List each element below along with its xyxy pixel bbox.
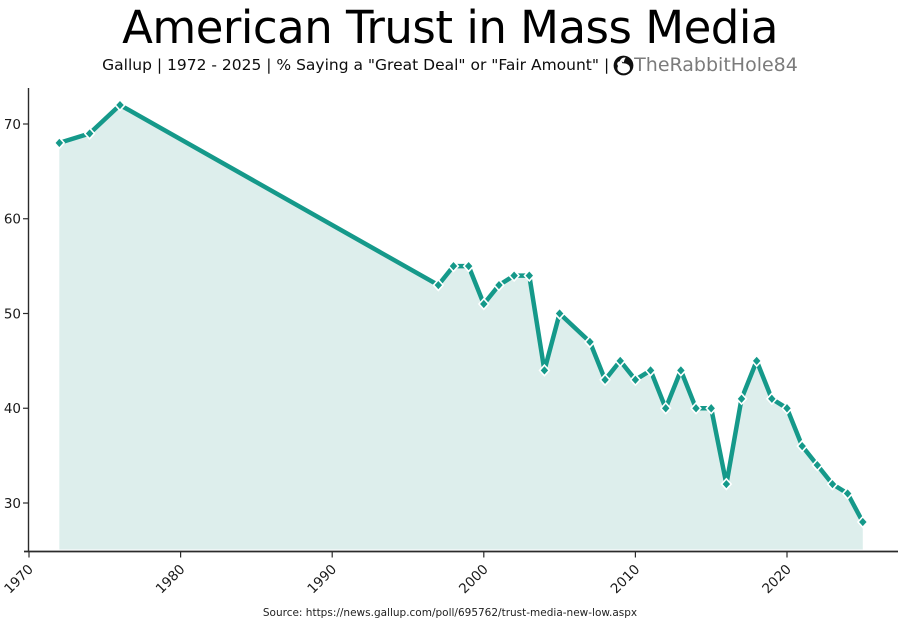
data-point-marker [811,458,824,472]
data-point-marker [629,373,642,387]
data-point-marker [781,401,793,415]
x-tick-label: 1980 [153,562,189,598]
data-point-marker [53,136,66,150]
x-tick-label: 2000 [456,562,492,598]
data-point-marker [690,401,702,415]
data-point-marker [508,269,520,283]
data-point-marker [750,354,763,368]
data-point-marker [856,515,869,529]
data-point-marker [735,392,748,406]
x-tick-label: 1990 [304,562,340,598]
data-point-marker [114,98,126,112]
y-tick-label: 70 [4,117,21,133]
data-point-marker [644,363,657,377]
data-point-marker [83,127,96,140]
data-point-marker [432,278,445,292]
data-point-marker [584,335,596,349]
chart-subtitle: Gallup | 1972 - 2025 | % Saying a "Great… [102,56,610,74]
data-point-marker [675,363,687,377]
data-point-marker [447,259,460,273]
subtitle-row: Gallup | 1972 - 2025 | % Saying a "Great… [0,52,900,78]
data-point-marker [765,392,778,406]
x-tick-label: 1970 [1,562,37,598]
data-point-marker [705,401,718,415]
data-point-marker [538,363,551,377]
data-point-marker [841,487,854,500]
source-citation: Source: https://news.gallup.com/poll/695… [262,607,638,619]
y-tick-label: 60 [4,212,21,228]
data-point-marker [553,307,566,320]
y-tick-label: 40 [4,401,21,417]
data-point-marker [659,401,672,415]
data-point-marker [720,477,733,491]
x-tick-label: 2020 [759,562,795,598]
y-tick-label: 30 [4,496,21,512]
data-point-marker [462,259,475,273]
area-fill [59,105,863,550]
data-point-marker [826,477,839,491]
data-point-marker [493,278,505,292]
watermark-handle: TheRabbitHole84 [634,54,798,76]
data-point-marker [796,439,809,453]
data-point-marker [477,297,490,311]
page-title: American Trust in Mass Media [122,1,778,54]
data-point-marker [599,373,611,387]
y-tick-label: 50 [4,306,21,322]
rabbit-logo-icon [613,55,634,75]
data-point-marker [523,269,536,283]
data-point-marker [614,354,627,368]
x-tick-label: 2010 [608,562,644,598]
